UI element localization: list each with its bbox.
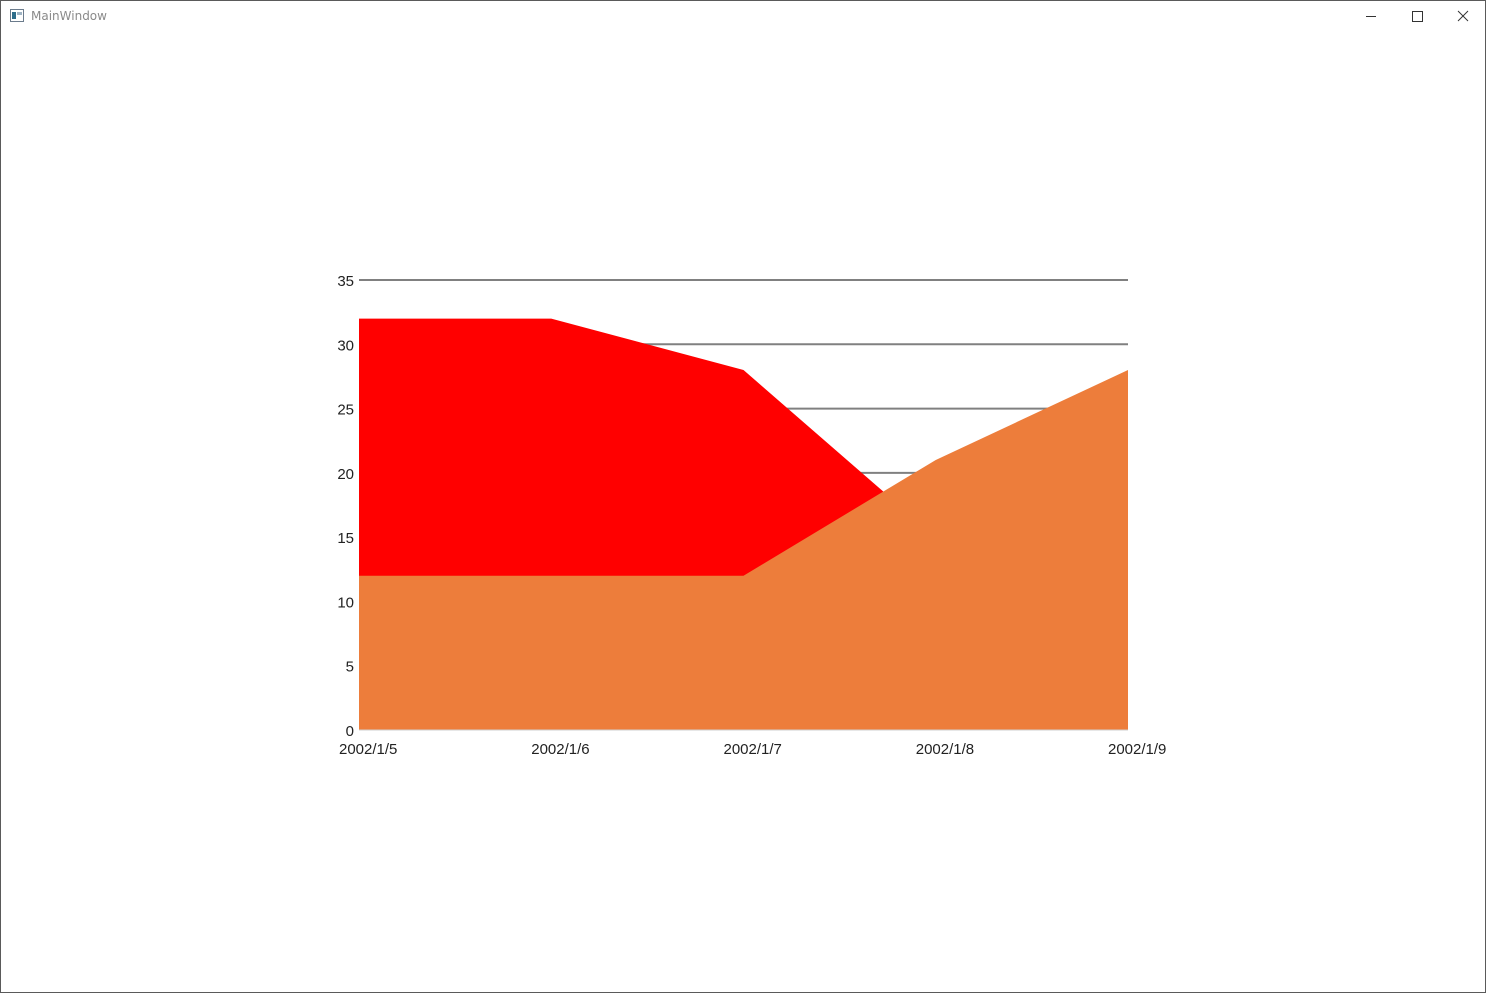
close-icon	[1457, 10, 1469, 22]
window-app-icon	[10, 9, 24, 22]
x-tick-label-3: 2002/1/7	[724, 741, 782, 758]
maximize-icon	[1412, 11, 1423, 22]
window-title: MainWindow	[31, 9, 107, 23]
y-tick-label-35: 35	[337, 273, 354, 290]
y-tick-label-5: 5	[346, 659, 354, 676]
y-tick-label-30: 30	[337, 337, 354, 354]
y-tick-label-25: 25	[337, 402, 354, 419]
x-tick-label-5: 2002/1/9	[1108, 741, 1166, 758]
y-tick-label-10: 10	[337, 594, 354, 611]
y-tick-label-20: 20	[337, 466, 354, 483]
minimize-icon	[1366, 16, 1376, 17]
title-bar[interactable]: MainWindow	[1, 1, 1485, 31]
close-button[interactable]	[1440, 1, 1486, 31]
minimize-button[interactable]	[1348, 1, 1394, 31]
y-tick-label-15: 15	[337, 530, 354, 547]
x-tick-label-1: 2002/1/5	[339, 741, 397, 758]
x-tick-label-4: 2002/1/8	[916, 741, 974, 758]
y-tick-label-0: 0	[346, 723, 354, 740]
maximize-button[interactable]	[1394, 1, 1440, 31]
area-series-2	[359, 370, 1128, 730]
x-tick-label-2: 2002/1/6	[531, 741, 589, 758]
